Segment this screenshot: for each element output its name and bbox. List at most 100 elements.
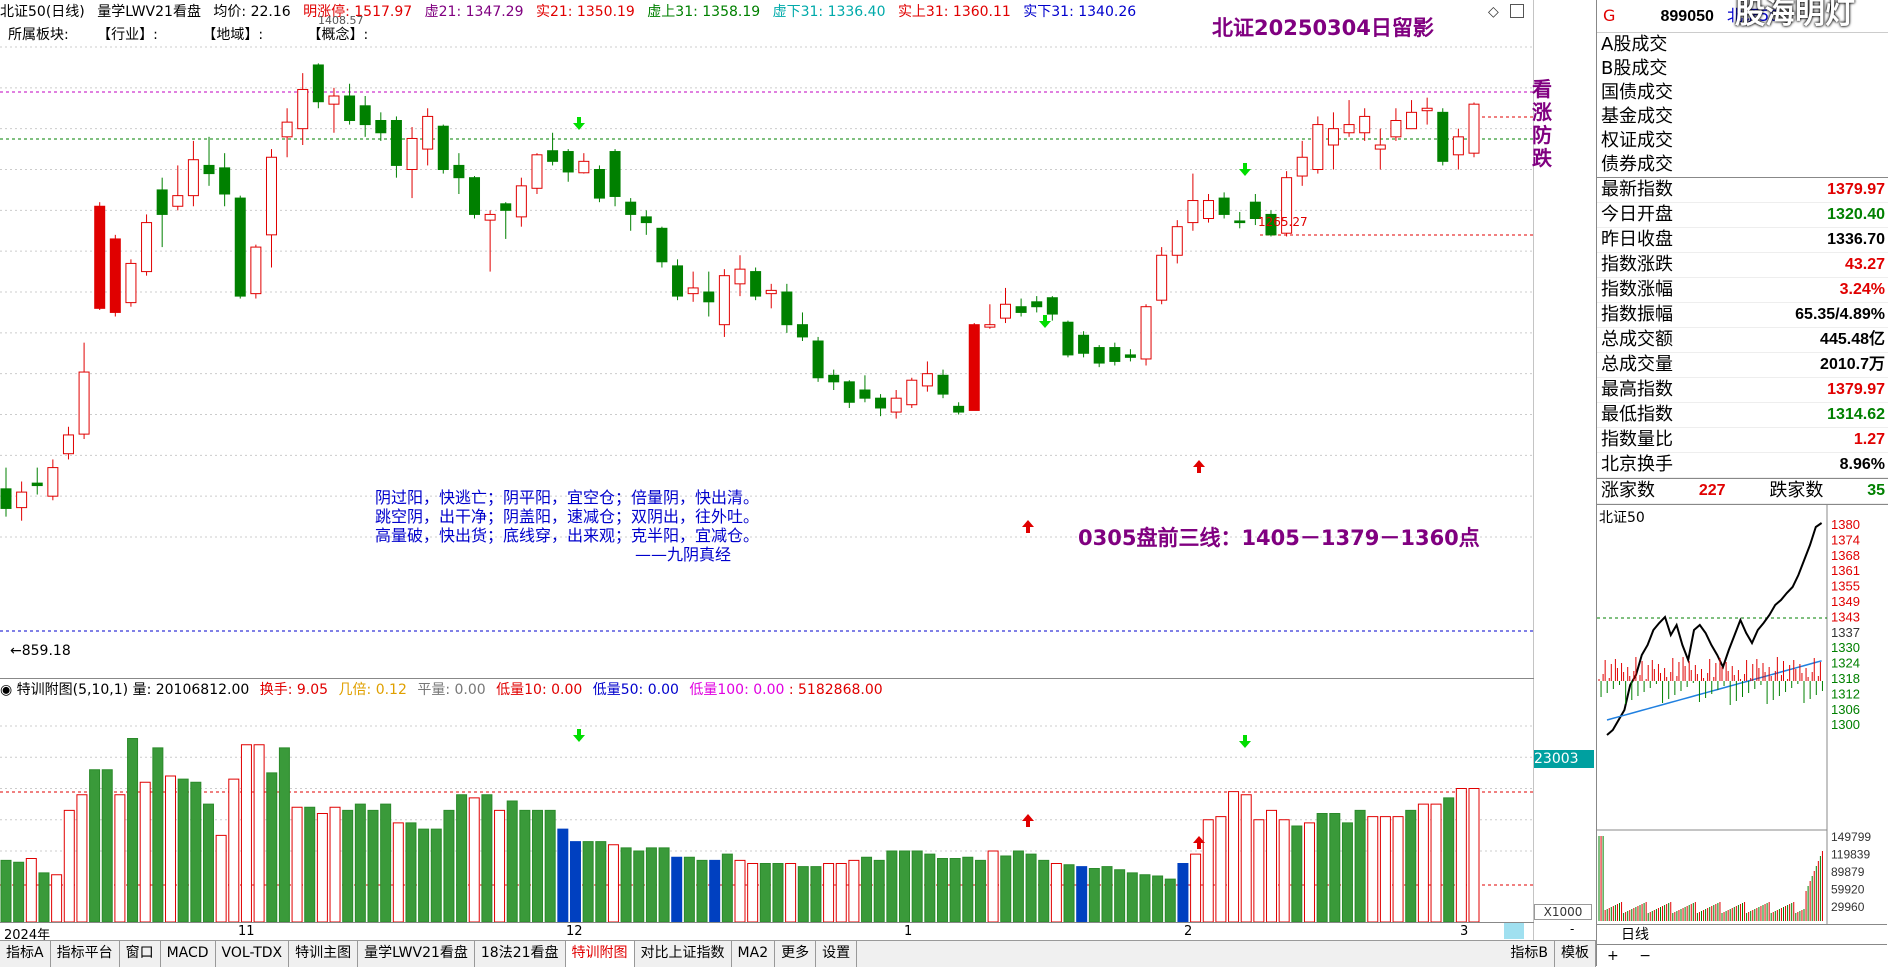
candle-body — [890, 397, 902, 413]
diamond-icon[interactable]: ◇ — [1488, 4, 1499, 20]
rp-down: 35 — [1867, 482, 1885, 499]
tab-right-0[interactable]: 指标B — [1504, 941, 1555, 967]
up-arrow-icon — [1022, 520, 1034, 533]
tab-1[interactable]: 指标平台 — [51, 941, 120, 967]
rp-stat-value: 8.96% — [1839, 456, 1885, 473]
down-arrow-icon — [573, 729, 585, 742]
x-label-3: 3 — [1460, 924, 1469, 939]
x-label-12: 12 — [566, 924, 583, 939]
header-xu21: 虚21: 1347.29 — [424, 4, 524, 20]
candle-body — [1343, 124, 1355, 134]
candle-body — [828, 374, 840, 383]
sub-collapse-icon[interactable]: ◉ — [0, 682, 13, 698]
rp-category-3[interactable]: 基金成交 — [1597, 105, 1888, 129]
volume-bar — [1177, 863, 1189, 923]
rp-header: G 899050 北证50 股海明灯 — [1597, 0, 1888, 33]
volume-bar — [645, 847, 657, 923]
sector-industry[interactable]: 【行业】: — [97, 27, 158, 43]
tab-10[interactable]: MA2 — [732, 941, 776, 967]
header-limit-up: 明涨停: 1517.97 — [303, 4, 413, 20]
candle-body — [265, 156, 277, 236]
rp-stat-value: 1.27 — [1853, 431, 1885, 448]
rp-stat-label: 指数涨幅 — [1601, 279, 1673, 300]
sub-header: ◉ 特训附图(5,10,1) 量: 20106812.00 换手: 9.05 几… — [0, 678, 1534, 701]
tab-6[interactable]: 量学LWV21看盘 — [358, 941, 475, 967]
candle-body — [250, 246, 262, 295]
volume-bar — [987, 850, 999, 923]
rp-g-icon[interactable]: G — [1603, 6, 1616, 25]
volume-bar — [38, 872, 50, 923]
rp-category-label: B股成交 — [1601, 58, 1668, 79]
volume-subchart[interactable]: ◉ 特训附图(5,10,1) 量: 20106812.00 换手: 9.05 几… — [0, 678, 1594, 950]
poem-line-4: ——九阴真经 — [635, 545, 732, 564]
side-note-1: 看 — [1532, 77, 1552, 101]
volume-svg: 3000025000200001500010000 — [0, 678, 1534, 940]
rp-zoom-in-icon[interactable]: + — [1607, 948, 1619, 964]
volume-bar — [1303, 822, 1315, 923]
rp-stat-value: 43.27 — [1844, 256, 1885, 273]
rp-stat-row: 指数涨幅 3.24% — [1597, 278, 1888, 303]
tab-12[interactable]: 设置 — [816, 941, 858, 967]
rp-stat-label: 总成交量 — [1601, 354, 1673, 375]
rp-mini-chart[interactable]: 北证50 1380 1374 1368 1361 1355 1349 1343 1337 133… — [1597, 504, 1888, 925]
rp-name: 北证50 — [1726, 6, 1780, 25]
tab-9[interactable]: 对比上证指数 — [635, 941, 732, 967]
window-toggle-icon[interactable] — [1510, 4, 1524, 18]
candle-body — [593, 169, 605, 199]
sector-label: 所属板块: — [8, 27, 69, 43]
sub-title: 特训附图(5,10,1) — [16, 682, 129, 698]
volume-bar — [278, 747, 290, 923]
candle-body — [437, 125, 449, 171]
rp-stat-label: 最新指数 — [1601, 179, 1673, 200]
tab-2[interactable]: 窗口 — [120, 941, 161, 967]
poem-line-1: 阴过阳，快逃亡；阴平阳，宜空仓；倍量阴，快出清。 — [375, 488, 760, 507]
tab-3[interactable]: MACD — [161, 941, 216, 967]
candle-body — [203, 164, 215, 175]
sector-concept[interactable]: 【概念】: — [307, 27, 369, 43]
volume-bar — [1025, 853, 1037, 923]
rp-period-label[interactable]: 日线 — [1621, 927, 1649, 943]
tab-4[interactable]: VOL-TDX — [216, 941, 290, 967]
volume-bar — [63, 809, 75, 923]
volume-bar — [747, 863, 759, 923]
sub-low10: 低量10: 0.00 — [496, 682, 583, 698]
rp-zoom-out-icon[interactable]: − — [1639, 948, 1651, 964]
tab-11[interactable]: 更多 — [775, 941, 817, 967]
scroll-marker[interactable] — [1504, 923, 1524, 939]
header-indicator[interactable]: 量学LWV21看盘 — [97, 4, 201, 20]
rp-category-4[interactable]: 权证成交 — [1597, 129, 1888, 153]
tab-right-1[interactable]: 模板 — [1555, 941, 1596, 967]
rp-category-1[interactable]: B股成交 — [1597, 57, 1888, 81]
candle-body — [0, 488, 12, 509]
rp-stat-row: 指数涨跌 43.27 — [1597, 253, 1888, 278]
candle-body — [562, 151, 574, 173]
rp-category-5[interactable]: 债券成交 — [1597, 153, 1888, 177]
candle-body — [1078, 334, 1090, 354]
candle-body — [359, 105, 371, 126]
candle-body — [500, 203, 512, 211]
rp-category-2[interactable]: 国债成交 — [1597, 81, 1888, 105]
tab-8[interactable]: 特训附图 — [565, 941, 635, 967]
tab-5[interactable]: 特训主图 — [289, 941, 359, 967]
candle-body — [687, 287, 699, 295]
sector-region[interactable]: 【地域】: — [202, 27, 264, 43]
volume-bar — [1139, 874, 1151, 923]
rp-stat-row: 总成交量 2010.7万 — [1597, 353, 1888, 378]
candle-body — [843, 381, 855, 403]
rp-stat-label: 最低指数 — [1601, 404, 1673, 425]
candle-body — [1187, 200, 1199, 224]
candle-body — [172, 195, 184, 207]
rp-stat-value: 1379.97 — [1827, 181, 1885, 198]
candle-body — [187, 159, 199, 197]
tab-0[interactable]: 指标A — [0, 941, 51, 967]
main-kline-chart[interactable]: 北证50(日线) 量学LWV21看盘 均价: 22.16 明涨停: 1517.9… — [0, 0, 1552, 678]
tab-7[interactable]: 18法21看盘 — [475, 941, 566, 967]
candles — [0, 63, 1480, 521]
volume-bar — [797, 866, 809, 923]
mini-vol-label: 119839 — [1831, 848, 1870, 862]
volume-bar — [1114, 869, 1126, 923]
down-arrow-icon — [1239, 163, 1251, 176]
up-arrow-icon — [1193, 836, 1205, 849]
mini-svg: 1380137413681361135513491343133713301324… — [1597, 505, 1871, 925]
rp-category-0[interactable]: A股成交 — [1597, 33, 1888, 57]
